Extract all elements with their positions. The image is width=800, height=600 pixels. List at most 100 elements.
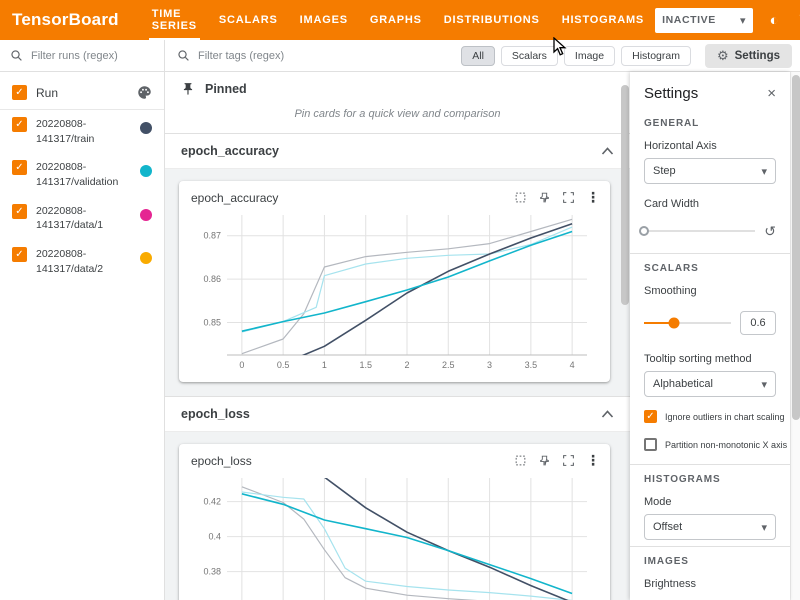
partition-x-axis-checkbox[interactable] bbox=[644, 438, 657, 451]
chip-all[interactable]: All bbox=[461, 46, 495, 66]
select-all-runs-checkbox[interactable] bbox=[12, 85, 27, 100]
search-icon bbox=[10, 49, 23, 62]
run-row-train[interactable]: 20220808-141317/train bbox=[0, 110, 164, 153]
more-options-icon[interactable]: ⋮ bbox=[586, 189, 600, 206]
chevron-down-icon bbox=[740, 14, 746, 27]
section-body-epoch-accuracy: epoch_accuracy bbox=[165, 168, 630, 397]
refresh-icon[interactable]: ↻ bbox=[795, 10, 800, 30]
nav-tabs: TIME SERIES SCALARS IMAGES GRAPHS DISTRI… bbox=[141, 0, 655, 40]
pin-card-icon[interactable] bbox=[538, 191, 551, 204]
horizontal-axis-select[interactable]: Step bbox=[644, 158, 776, 184]
card-width-slider[interactable] bbox=[644, 230, 755, 232]
scalar-card-epoch-accuracy: epoch_accuracy bbox=[179, 181, 610, 382]
filter-tags-placeholder: Filter tags (regex) bbox=[198, 50, 284, 62]
runs-sidebar: Filter runs (regex) Run 20220808-141317/… bbox=[0, 40, 165, 600]
svg-text:0.86: 0.86 bbox=[203, 274, 221, 284]
fullscreen-icon[interactable] bbox=[562, 191, 575, 204]
svg-text:3: 3 bbox=[487, 360, 492, 370]
svg-text:1.5: 1.5 bbox=[359, 360, 372, 370]
run-color-dot[interactable] bbox=[140, 209, 152, 221]
card-width-label: Card Width bbox=[630, 189, 790, 213]
settings-scrollbar[interactable] bbox=[790, 72, 800, 600]
run-color-dot[interactable] bbox=[140, 122, 152, 134]
pinned-hint-text: Pin cards for a quick view and compariso… bbox=[165, 104, 630, 134]
section-title: epoch_loss bbox=[181, 407, 250, 421]
ignore-outliers-checkbox[interactable] bbox=[644, 410, 657, 423]
tab-time-series[interactable]: TIME SERIES bbox=[141, 0, 208, 40]
run-name: 20220808-141317/validation bbox=[36, 160, 131, 189]
ignore-outliers-row[interactable]: Ignore outliers in chart scaling bbox=[630, 402, 790, 430]
svg-text:2.5: 2.5 bbox=[442, 360, 455, 370]
run-checkbox[interactable] bbox=[12, 117, 27, 132]
svg-text:3.5: 3.5 bbox=[525, 360, 538, 370]
tooltip-sorting-select[interactable]: Alphabetical bbox=[644, 371, 776, 397]
smoothing-value-input[interactable]: 0.6 bbox=[740, 311, 776, 335]
pinned-section-header: Pinned bbox=[165, 72, 630, 104]
tooltip-sorting-label: Tooltip sorting method bbox=[630, 344, 790, 368]
chip-scalars[interactable]: Scalars bbox=[501, 46, 558, 66]
svg-text:0.87: 0.87 bbox=[203, 231, 221, 241]
partition-x-axis-row[interactable]: Partition non-monotonic X axis bbox=[630, 430, 790, 458]
run-color-dot[interactable] bbox=[140, 252, 152, 264]
reset-icon[interactable]: ↺ bbox=[764, 224, 776, 238]
zoom-select-icon[interactable] bbox=[514, 191, 527, 204]
images-section-label: IMAGES bbox=[630, 549, 790, 569]
tab-graphs[interactable]: GRAPHS bbox=[359, 0, 433, 40]
run-row-validation[interactable]: 20220808-141317/validation bbox=[0, 153, 164, 196]
chip-histogram[interactable]: Histogram bbox=[621, 46, 691, 66]
run-row-data2[interactable]: 20220808-141317/data/2 bbox=[0, 240, 164, 283]
svg-text:2: 2 bbox=[404, 360, 409, 370]
scrollbar-thumb[interactable] bbox=[792, 75, 800, 420]
section-header-epoch-loss[interactable]: epoch_loss bbox=[165, 397, 630, 431]
chevron-up-icon[interactable] bbox=[601, 147, 614, 155]
zoom-select-icon[interactable] bbox=[514, 454, 527, 467]
tab-histograms[interactable]: HISTOGRAMS bbox=[551, 0, 655, 40]
section-header-epoch-accuracy[interactable]: epoch_accuracy bbox=[165, 134, 630, 168]
section-title: epoch_accuracy bbox=[181, 144, 279, 158]
svg-text:4: 4 bbox=[570, 360, 575, 370]
chip-image[interactable]: Image bbox=[564, 46, 615, 66]
reload-status-dropdown[interactable]: INACTIVE bbox=[655, 8, 753, 33]
tab-distributions[interactable]: DISTRIBUTIONS bbox=[433, 0, 551, 40]
general-section-label: GENERAL bbox=[630, 111, 790, 131]
svg-text:0.5: 0.5 bbox=[277, 360, 290, 370]
run-checkbox[interactable] bbox=[12, 160, 27, 175]
tab-scalars[interactable]: SCALARS bbox=[208, 0, 289, 40]
filter-runs-input[interactable]: Filter runs (regex) bbox=[0, 40, 164, 72]
filter-runs-placeholder: Filter runs (regex) bbox=[31, 50, 118, 62]
gear-icon: ⚙ bbox=[717, 48, 729, 64]
smoothing-slider[interactable] bbox=[644, 322, 731, 324]
histogram-mode-select[interactable]: Offset bbox=[644, 514, 776, 540]
epoch-accuracy-chart[interactable]: 00.511.522.533.540.850.860.87 bbox=[187, 209, 597, 373]
filter-tags-input[interactable]: Filter tags (regex) bbox=[177, 49, 453, 62]
run-color-dot[interactable] bbox=[140, 165, 152, 177]
card-title: epoch_loss bbox=[191, 454, 514, 468]
svg-text:0.85: 0.85 bbox=[203, 317, 221, 327]
palette-icon[interactable] bbox=[137, 85, 152, 100]
scalars-section-label: SCALARS bbox=[630, 256, 790, 276]
tab-images[interactable]: IMAGES bbox=[289, 0, 359, 40]
settings-panel: Settings × GENERAL Horizontal Axis Step … bbox=[630, 72, 790, 600]
reload-status-label: INACTIVE bbox=[662, 14, 716, 26]
close-icon[interactable]: × bbox=[767, 85, 776, 102]
pin-icon bbox=[181, 82, 195, 96]
run-row-data1[interactable]: 20220808-141317/data/1 bbox=[0, 197, 164, 240]
theme-toggle-icon[interactable]: ◐ bbox=[764, 10, 784, 30]
header-actions: INACTIVE ◐ ↻ ⚙ ? bbox=[655, 8, 800, 33]
main-scrollbar[interactable] bbox=[621, 85, 629, 305]
epoch-loss-chart[interactable]: 00.511.522.533.540.360.380.40.42 bbox=[187, 472, 597, 600]
run-name: 20220808-141317/data/1 bbox=[36, 204, 131, 233]
chevron-up-icon[interactable] bbox=[601, 410, 614, 418]
settings-button[interactable]: ⚙ Settings bbox=[705, 44, 792, 68]
svg-text:0.38: 0.38 bbox=[203, 567, 221, 577]
more-options-icon[interactable]: ⋮ bbox=[586, 452, 600, 469]
run-name: 20220808-141317/train bbox=[36, 117, 131, 146]
run-name: 20220808-141317/data/2 bbox=[36, 247, 131, 276]
runs-column-label: Run bbox=[36, 86, 128, 100]
chevron-down-icon bbox=[761, 378, 767, 391]
run-checkbox[interactable] bbox=[12, 204, 27, 219]
brightness-label: Brightness bbox=[630, 569, 790, 593]
pin-card-icon[interactable] bbox=[538, 454, 551, 467]
fullscreen-icon[interactable] bbox=[562, 454, 575, 467]
run-checkbox[interactable] bbox=[12, 247, 27, 262]
